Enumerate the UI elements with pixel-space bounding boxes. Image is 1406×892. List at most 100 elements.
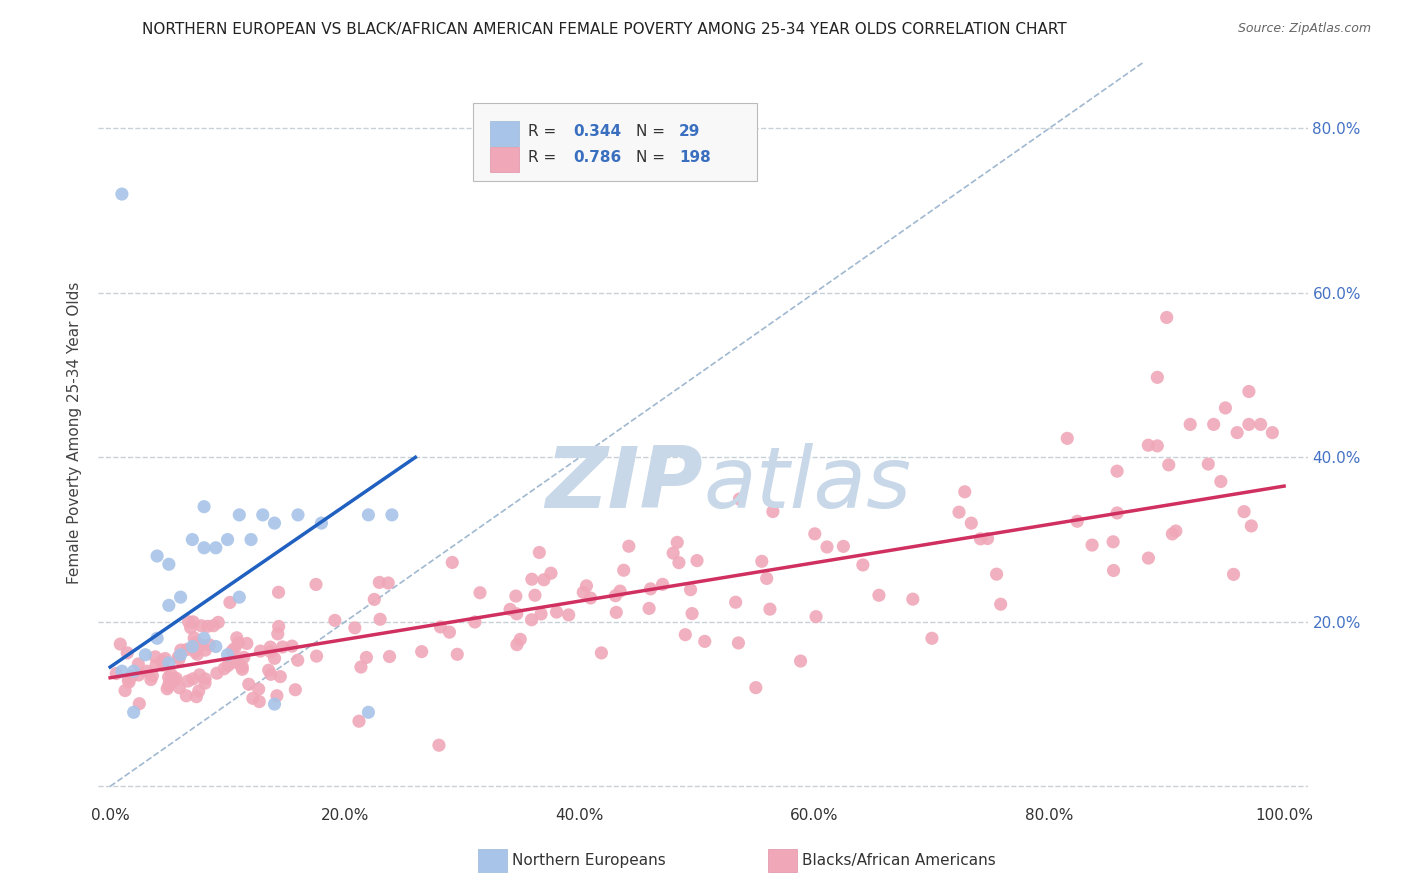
Point [572,585,595,599]
Text: Source: ZipAtlas.com: Source: ZipAtlas.com [1237,22,1371,36]
Point [287,508,309,522]
Point [506,607,529,621]
Point [141,669,163,683]
Point [693,634,716,648]
Point [368,575,391,590]
Point [1202,417,1225,432]
Point [530,607,553,621]
Text: 29: 29 [679,124,700,139]
Point [546,605,568,619]
Point [165,671,187,685]
Text: 198: 198 [679,150,710,165]
Point [666,535,689,549]
Text: 0.344: 0.344 [574,124,621,139]
Point [249,644,271,658]
Point [377,576,399,591]
Point [815,540,838,554]
Point [170,643,193,657]
Point [146,632,169,646]
Point [181,533,204,547]
Point [357,508,380,522]
Point [176,689,198,703]
Point [281,639,304,653]
Point [160,667,183,681]
Point [267,627,290,641]
Point [439,625,461,640]
Point [347,714,370,729]
Point [181,640,204,654]
Point [176,642,198,657]
Point [159,675,181,690]
Point [1197,457,1219,471]
Point [267,619,290,633]
Point [238,677,260,691]
Point [228,590,250,604]
Point [204,541,226,555]
Point [240,533,263,547]
Point [1056,431,1078,445]
Point [217,658,239,673]
Point [117,646,139,660]
Point [381,508,404,522]
Point [363,592,385,607]
Point [575,579,598,593]
Point [533,573,555,587]
Point [921,632,943,646]
Point [427,738,450,752]
Point [1240,519,1263,533]
Point [232,650,254,665]
Point [1102,564,1125,578]
Point [804,526,827,541]
Point [591,646,613,660]
Point [184,645,207,659]
Point [194,672,217,686]
Point [640,582,662,596]
Point [105,666,128,681]
Point [111,664,134,678]
Point [194,676,217,690]
Point [187,684,209,698]
Point [284,682,307,697]
Point [523,588,546,602]
Point [219,595,242,609]
Point [128,668,150,682]
Point [357,706,380,720]
Point [193,541,215,555]
Point [111,187,134,202]
Point [673,628,696,642]
Point [1164,524,1187,538]
Point [378,649,401,664]
Point [236,636,259,650]
Point [252,508,274,522]
Point [1102,534,1125,549]
Point [121,669,143,683]
Point [217,648,239,662]
Point [225,631,247,645]
Point [868,588,890,602]
Point [976,532,998,546]
Point [267,585,290,599]
Point [190,619,212,633]
Point [169,590,191,604]
Point [762,504,785,518]
Point [247,695,270,709]
Point [257,663,280,677]
Point [728,491,751,506]
Point [613,563,636,577]
Point [266,689,288,703]
Point [901,592,924,607]
Y-axis label: Female Poverty Among 25-34 Year Olds: Female Poverty Among 25-34 Year Olds [67,282,83,583]
Point [110,637,132,651]
Point [287,653,309,667]
Point [986,567,1008,582]
Point [751,554,773,568]
Point [269,670,291,684]
Point [167,652,190,666]
Point [1146,439,1168,453]
Point [311,516,333,530]
Point [789,654,811,668]
Point [181,672,204,686]
Point [134,648,156,662]
Point [617,539,640,553]
Point [260,667,283,681]
